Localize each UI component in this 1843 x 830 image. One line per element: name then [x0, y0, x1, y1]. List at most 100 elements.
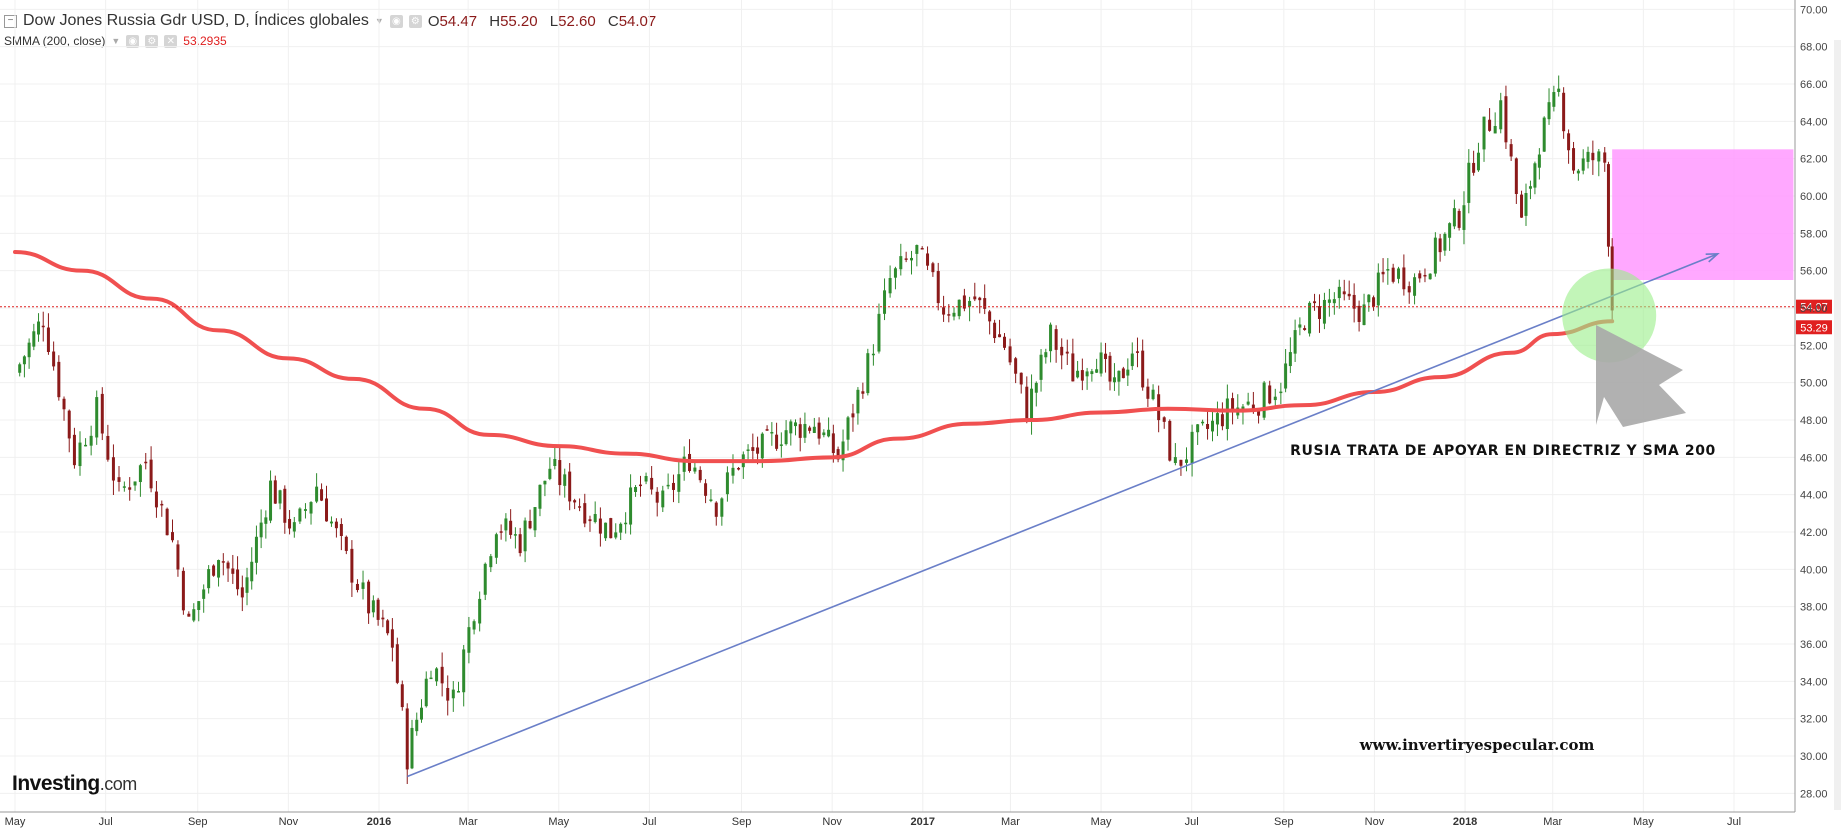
candle [231, 568, 235, 574]
candle [909, 257, 913, 261]
candle [1076, 370, 1080, 378]
candle [538, 484, 542, 509]
candle [1288, 352, 1292, 367]
candle [523, 520, 527, 552]
candle [1279, 391, 1283, 394]
candle [553, 458, 557, 467]
candle [784, 430, 788, 445]
close-icon[interactable]: ✕ [164, 34, 178, 48]
candle [578, 506, 582, 508]
investing-logo[interactable]: Investing.com [12, 772, 137, 796]
target-zone-layer [1612, 149, 1794, 280]
candle [1206, 423, 1210, 429]
annotation-layer: RUSIA TRATA DE APOYAR EN DIRECTRIZ Y SMA… [1290, 443, 1715, 754]
y-tick-label: 44.00 [1800, 490, 1828, 502]
candle [187, 613, 191, 617]
y-tick-label: 28.00 [1800, 788, 1828, 800]
candle [650, 477, 654, 490]
candle [329, 521, 333, 524]
candle [558, 460, 562, 486]
candle [1085, 371, 1089, 377]
candle [435, 668, 439, 682]
candle [812, 426, 816, 433]
candle [1025, 386, 1029, 422]
candle [629, 487, 633, 525]
candle [128, 487, 132, 490]
instrument-title[interactable]: Dow Jones Russia Gdr USD, D, Índices glo… [23, 12, 369, 29]
candle [1179, 459, 1183, 466]
eye-icon[interactable]: ◉ [389, 14, 403, 28]
candle [1327, 299, 1331, 303]
candle [899, 256, 903, 270]
last-price-tag [1796, 299, 1832, 314]
candle [1099, 352, 1103, 374]
candle [170, 532, 174, 541]
y-tick-label: 52.00 [1800, 340, 1828, 352]
eye-icon[interactable]: ◉ [126, 34, 140, 48]
candle [1448, 223, 1452, 238]
candle [37, 321, 41, 335]
candle [904, 258, 908, 260]
candle [415, 719, 419, 732]
candle [117, 477, 121, 482]
candle [1168, 420, 1172, 461]
trendline-arrowhead [1705, 253, 1720, 263]
x-tick-label: Sep [732, 816, 752, 828]
candle [504, 518, 508, 531]
candle [212, 565, 216, 576]
candle [160, 503, 164, 506]
indicator-row: SMMA (200, close) ▼ ◉ ⚙ ✕ 53.2935 [4, 34, 227, 48]
candle [737, 467, 741, 470]
candle [202, 589, 206, 599]
indicator-label[interactable]: SMMA (200, close) [4, 34, 106, 48]
candle [1141, 350, 1145, 388]
candle [1552, 92, 1556, 107]
candle [926, 253, 930, 266]
y-tick-label: 64.00 [1800, 116, 1828, 128]
candle [106, 435, 110, 460]
candle [518, 534, 522, 554]
candle [634, 487, 638, 493]
candle [1095, 369, 1099, 373]
candle [604, 522, 608, 539]
candle [250, 561, 254, 582]
candle [568, 471, 572, 502]
candle [666, 484, 670, 487]
candle [1211, 420, 1215, 432]
candle [661, 490, 665, 508]
y-tick-label: 36.00 [1800, 639, 1828, 651]
candle [563, 474, 567, 486]
candle [779, 444, 783, 446]
candle [245, 577, 249, 593]
candle [78, 442, 82, 467]
candle [1347, 293, 1351, 297]
candle [841, 441, 845, 461]
x-tick-label: Mar [459, 816, 478, 828]
candle [609, 518, 613, 539]
high-value: 55.20 [500, 12, 538, 30]
candle [1231, 398, 1235, 412]
candle [1443, 233, 1447, 251]
candle [1201, 421, 1205, 424]
y-tick-label: 38.00 [1800, 602, 1828, 614]
candle [936, 271, 940, 304]
collapse-icon[interactable]: − [4, 14, 17, 28]
x-tick-label: Sep [1274, 816, 1294, 828]
candle [381, 617, 385, 620]
candle [226, 562, 230, 569]
candle [598, 518, 602, 534]
candle [644, 476, 648, 482]
candle [273, 480, 277, 504]
y-tick-label: 60.00 [1800, 191, 1828, 203]
scrollbar [1834, 40, 1841, 810]
candle [1567, 133, 1571, 151]
candle [1293, 330, 1297, 354]
chevron-down-icon[interactable]: ▼ [111, 36, 121, 46]
candle [1493, 125, 1497, 134]
settings-icon[interactable]: ⚙ [408, 14, 422, 28]
candle [217, 560, 221, 578]
settings-icon[interactable]: ⚙ [145, 34, 159, 48]
x-tick-label: Nov [822, 816, 842, 828]
